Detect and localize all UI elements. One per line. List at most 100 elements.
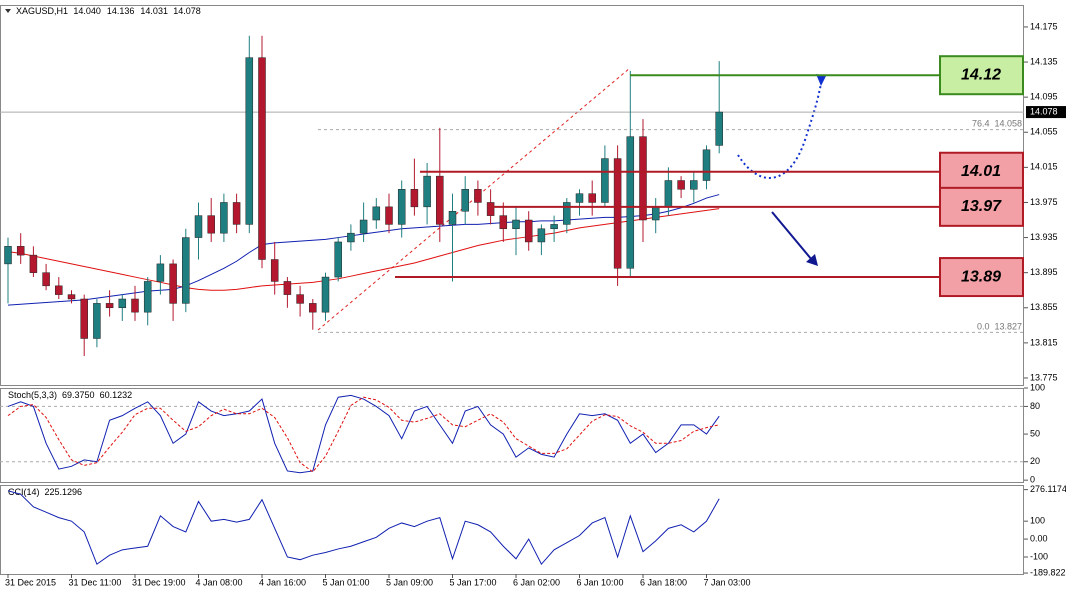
candle-body [296,294,304,304]
ohlc-value: 14.031 [140,6,168,16]
menu-triangle [5,9,11,13]
indicator-line [7,394,720,474]
candle-body [309,303,317,313]
candle-body [143,281,152,313]
y-tick-label: -100 [1030,551,1048,561]
y-tick-label: -189.822 [1030,567,1066,577]
y-tick-label: 13.935 [1030,232,1058,242]
last-price-box [1026,106,1066,119]
candle-body [550,224,558,230]
x-tick-label: 5 Jan 01:00 [323,577,370,587]
y-tick-label: 13.775 [1030,372,1058,382]
x-tick-label: 31 Dec 11:00 [69,577,122,587]
candle-body [80,298,88,339]
candle-body [359,219,368,234]
candle-body [29,254,38,273]
candle-body [715,111,723,146]
indicator-value: 225.1296 [45,487,83,497]
candle-body [524,219,533,243]
y-tick-label: 0 [1030,475,1035,485]
fib-trendline [317,67,631,331]
fib-ratio: 0.0 [977,322,990,332]
indicator-value: 69.3750 [62,390,95,400]
fib-price: 14.058 [994,119,1022,129]
candle-body [156,263,165,282]
candle-body [55,285,63,295]
indicator-line [7,396,720,473]
indicator-value: 60.1232 [100,390,133,400]
candle-body [347,232,355,243]
level-box [939,257,1024,298]
level-box [939,55,1024,96]
y-tick-label: 13.895 [1030,267,1058,277]
candle-body [664,180,673,208]
candle-body [220,202,228,234]
candle-body [169,263,177,304]
level-label: 14.01 [961,163,1001,180]
candle-body [436,175,444,225]
candle-body [232,202,241,225]
level-label: 13.97 [961,198,1002,215]
candle-body [448,210,457,225]
candle-body [461,189,469,212]
y-tick-label: 276.1174 [1030,484,1066,494]
candle-body [537,228,546,243]
y-tick-label: 14.055 [1030,127,1058,137]
fib-label: 76.4 14.058 [972,119,1022,129]
symbol: XAGUSD,H1 [16,6,68,16]
y-tick-label: 20 [1030,456,1040,466]
candle-body [182,237,190,304]
candle-body [486,202,495,216]
candle-body [16,246,25,256]
indicator-title: CCI(14) 225.1296 [8,487,82,497]
forecast-curve [737,79,823,179]
y-tick-label: 0.00 [1030,533,1048,543]
candle-body [410,189,419,208]
fib-price: 13.827 [994,322,1022,332]
candle-body [93,303,101,339]
candle-body [702,149,711,181]
candle-body [258,57,266,260]
candle-body [283,281,292,295]
candle-body [601,158,609,203]
x-tick-label: 6 Jan 18:00 [640,577,687,587]
y-tick-label: 80 [1030,401,1040,411]
arrow-head [806,254,818,266]
x-tick-label: 31 Dec 19:00 [132,577,186,587]
x-tick-label: 7 Jan 03:00 [704,577,751,587]
fib-ratio: 76.4 [972,119,990,129]
candle-body [42,272,50,287]
cci-panel [0,485,1024,575]
x-tick-label: 31 Dec 2015 [5,577,56,587]
ohlc-value: 14.136 [107,6,135,16]
candle-body [67,294,76,300]
candle-body [563,202,571,225]
candle-body [651,206,660,221]
ohlc-value: 14.040 [73,6,101,16]
last-price-label: 14.078 [1030,106,1058,116]
candle-body [639,136,647,221]
y-tick-label: 13.855 [1030,302,1058,312]
ohlc-value: 14.078 [173,6,201,16]
arrow-head [816,74,826,86]
fib-label: 0.0 13.827 [977,322,1022,332]
indicator-name: Stoch(5,3,3) [8,390,57,400]
indicator-title: Stoch(5,3,3) 69.3750 60.1232 [8,390,132,400]
x-tick-label: 6 Jan 02:00 [513,577,560,587]
candle-body [474,189,482,203]
level-box [939,151,1024,192]
candle-body [118,298,127,309]
candle-body [588,193,596,203]
candle-body [4,246,12,265]
x-tick-label: 5 Jan 09:00 [386,577,433,587]
y-tick-label: 100 [1030,516,1045,526]
y-tick-label: 13.815 [1030,337,1058,347]
candle-body [207,215,215,234]
candle-body [423,175,431,208]
moving-average [7,208,720,291]
candle-body [499,215,508,230]
y-tick-label: 100 [1030,382,1045,392]
